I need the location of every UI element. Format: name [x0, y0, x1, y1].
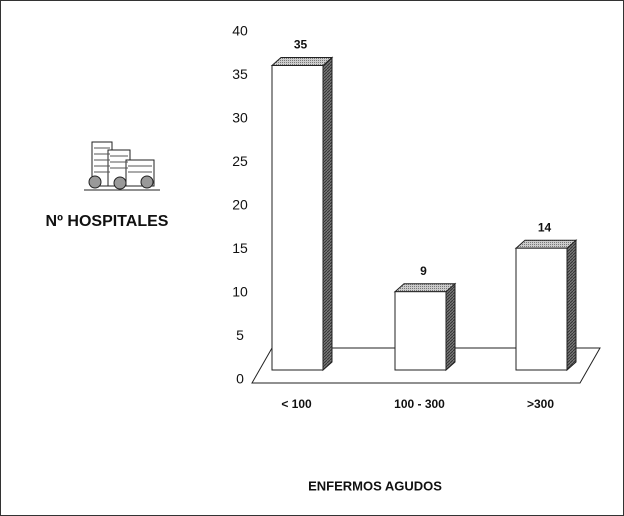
bar-top — [270, 57, 334, 66]
bar — [394, 291, 447, 371]
bar-side — [445, 282, 456, 372]
bar-side — [566, 239, 577, 372]
y-tick-label: 30 — [232, 110, 248, 126]
bar-top — [514, 239, 578, 249]
bar — [515, 247, 568, 371]
bar-side — [322, 56, 333, 372]
y-tick-label: 10 — [232, 284, 248, 300]
y-tick-label: 0 — [236, 371, 244, 387]
y-tick-label: 35 — [232, 66, 248, 82]
y-tick-label: 25 — [232, 153, 248, 169]
value-label: 35 — [294, 38, 308, 52]
bar — [271, 65, 324, 371]
value-label: 14 — [538, 220, 552, 234]
x-tick-label: >300 — [527, 397, 554, 411]
y-tick-label: 40 — [232, 23, 248, 39]
y-axis-label: Nº HOSPITALES — [46, 213, 169, 230]
x-tick-label: 100 - 300 — [394, 397, 445, 411]
x-axis-label: ENFERMOS AGUDOS — [308, 478, 442, 493]
y-tick-label: 20 — [232, 197, 248, 213]
value-label: 9 — [420, 264, 427, 278]
hospital-icon — [84, 141, 160, 191]
x-tick-label: < 100 — [281, 397, 312, 411]
y-tick-label: 15 — [232, 240, 248, 256]
y-tick-label: 5 — [236, 327, 244, 343]
bar-top — [393, 283, 457, 293]
